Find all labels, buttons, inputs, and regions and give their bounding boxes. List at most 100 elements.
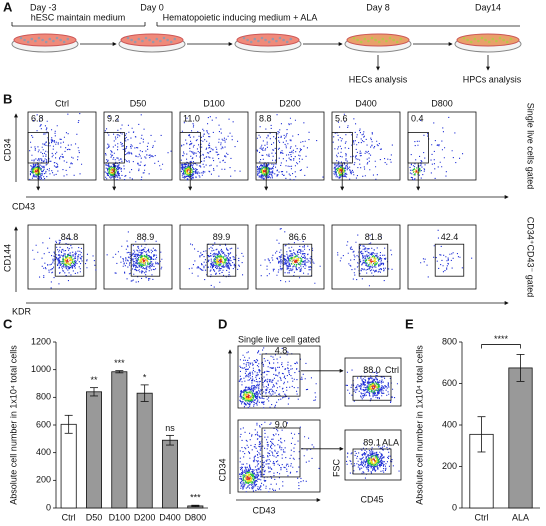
- day-label: Day -3: [30, 2, 57, 12]
- dish-medium: [13, 33, 77, 47]
- cell: [377, 40, 381, 44]
- significance: ****: [494, 334, 509, 344]
- axis-label: CD144: [2, 244, 12, 272]
- cell: [477, 39, 480, 43]
- flow-dots: [106, 231, 163, 283]
- cell: [48, 37, 52, 41]
- cell: [141, 39, 144, 43]
- gate-value: 42.4: [441, 232, 459, 242]
- flow-plot: [331, 224, 401, 290]
- flow-dots: [246, 476, 251, 480]
- cell: [173, 37, 177, 41]
- flow-dots: [64, 257, 73, 265]
- cell: [285, 40, 289, 44]
- cell: [62, 40, 66, 44]
- cell: [356, 38, 359, 42]
- gate: [206, 243, 237, 277]
- cell: [37, 36, 41, 40]
- dish-medium: [120, 33, 184, 47]
- gate: [54, 243, 85, 277]
- cell: [242, 36, 246, 40]
- cell: [370, 36, 374, 40]
- group-label: ALA: [382, 437, 399, 447]
- cell: [271, 37, 275, 41]
- gating-label: Single live cell gated: [238, 334, 320, 344]
- cell: [388, 36, 392, 40]
- dish-medium: [346, 33, 410, 47]
- gate: [434, 243, 465, 277]
- error-bar: [516, 354, 525, 382]
- flow-dots: [289, 255, 303, 267]
- cell: [462, 36, 466, 40]
- cell: [148, 38, 151, 42]
- y-tick-label: 400: [442, 419, 457, 429]
- gate-value: 89.9: [213, 232, 231, 242]
- cell: [257, 39, 260, 43]
- analysis-label: HECs analysis: [349, 74, 408, 84]
- y-tick-label: 800: [36, 392, 51, 402]
- x-tick-label: ALA: [512, 512, 529, 522]
- y-axis-label: Absolute cell number in 1x10⁴ total cell…: [8, 345, 18, 505]
- flow-dots: [339, 169, 343, 173]
- y-tick-label: 0: [46, 502, 51, 512]
- flow-dots: [244, 392, 253, 400]
- cell: [253, 37, 257, 41]
- medium-label: Hematopoietic inducing medium + ALA: [163, 12, 318, 22]
- error-bar: [191, 504, 200, 508]
- gate: [358, 243, 389, 277]
- flow-dots: [137, 254, 151, 267]
- y-tick-label: 400: [36, 447, 51, 457]
- cell: [246, 38, 249, 42]
- cell: [352, 36, 356, 40]
- cell: [30, 37, 34, 41]
- gate: [352, 448, 392, 475]
- condition-label: D800: [431, 98, 453, 108]
- axis-label: CD43: [252, 505, 275, 515]
- gate-value: 88.0: [363, 365, 381, 375]
- cell: [275, 39, 278, 43]
- cell: [23, 38, 26, 42]
- gate-value: 88.9: [137, 232, 155, 242]
- flow-plot: [407, 224, 477, 290]
- axis-label: CD34: [217, 458, 227, 481]
- x-tick-label: Ctrl: [475, 512, 489, 522]
- bar: [136, 392, 153, 509]
- cell: [267, 40, 271, 44]
- flow-dots: [139, 257, 149, 265]
- cell: [59, 38, 62, 42]
- error-bar: [477, 416, 486, 453]
- gate: [261, 427, 301, 478]
- condition-label: Ctrl: [55, 98, 69, 108]
- y-tick-label: 600: [442, 378, 457, 388]
- cell: [169, 40, 173, 44]
- y-tick-label: 0: [452, 502, 457, 512]
- cell: [399, 37, 403, 41]
- gate-value: 11.0: [183, 113, 200, 123]
- flow-dots: [260, 166, 270, 176]
- flow-dots: [213, 255, 227, 267]
- flow-dots: [32, 237, 97, 289]
- cell: [162, 36, 166, 40]
- medium-label: hESC maintain medium: [31, 12, 126, 22]
- flow-dots: [65, 259, 71, 263]
- significance: *: [143, 372, 147, 382]
- gate-value: 9.2: [107, 113, 120, 123]
- cell: [480, 36, 484, 40]
- gate: [261, 353, 301, 397]
- flow-dots: [242, 390, 255, 402]
- cell: [151, 40, 155, 44]
- cell: [392, 38, 395, 42]
- gate-value: 0.4: [411, 113, 424, 123]
- axis-label: KDR: [12, 306, 32, 316]
- flow-dots: [371, 458, 376, 462]
- cell: [395, 40, 399, 44]
- gate-value: 6.8: [31, 113, 44, 123]
- cell: [278, 36, 282, 40]
- cell: [502, 38, 505, 42]
- gate: [130, 243, 161, 277]
- cell: [19, 36, 23, 40]
- panel-label: D: [218, 316, 227, 331]
- cell: [133, 40, 137, 44]
- flow-dots: [256, 114, 324, 181]
